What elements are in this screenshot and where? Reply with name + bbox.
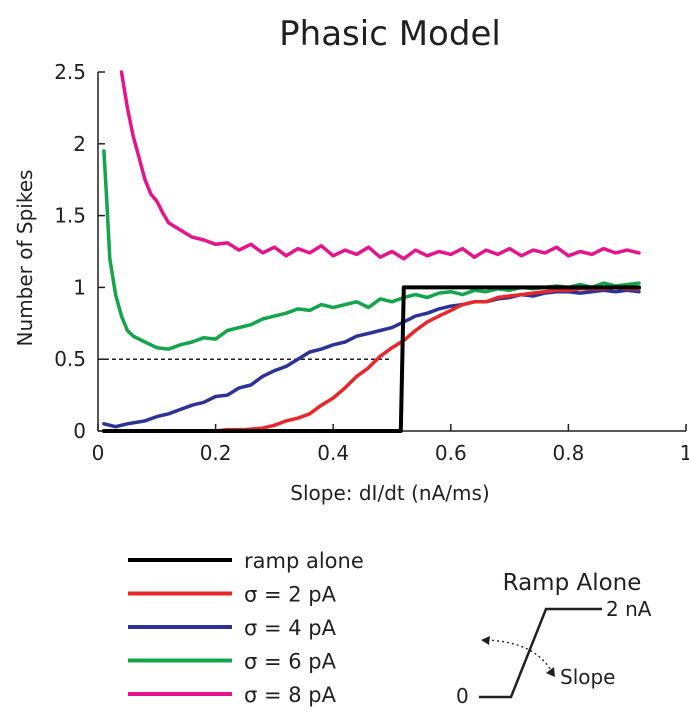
- series-line-4: [119, 70, 641, 261]
- series-line-0: [101, 285, 641, 433]
- ramp-inset: Ramp Alone 2 nA 0 Slope: [456, 570, 652, 708]
- legend: ramp alone σ = 2 pA σ = 4 pA σ = 6 pA σ = 8 …: [128, 549, 364, 707]
- y-tick-label: 0: [73, 419, 86, 443]
- y-tick-label: 0.5: [54, 347, 86, 371]
- y-tick-label: 1: [73, 275, 86, 299]
- legend-label: σ = 8 pA: [244, 683, 337, 707]
- inset-top-label: 2 nA: [606, 597, 652, 621]
- plot-area: 0 0.2 0.4 0.6 0.8 1 0 0.5 1 1.5 2 2.5: [54, 60, 689, 465]
- legend-label: σ = 6 pA: [244, 650, 337, 674]
- x-tick-label: 1: [680, 441, 689, 465]
- y-tick-label: 2: [73, 132, 86, 156]
- chart-title: Phasic Model: [279, 14, 501, 54]
- x-tick-label: 0.2: [200, 441, 232, 465]
- legend-label: σ = 4 pA: [244, 616, 337, 640]
- x-tick-label: 0.4: [317, 441, 349, 465]
- x-tick-label: 0.8: [552, 441, 584, 465]
- x-axis-label: Slope: dI/dt (nA/ms): [290, 481, 489, 505]
- series-line-1: [102, 285, 641, 433]
- inset-bottom-label: 0: [456, 684, 469, 708]
- legend-label: ramp alone: [244, 549, 364, 573]
- inset-ramp-trace: [479, 607, 602, 699]
- inset-slope-label: Slope: [560, 665, 616, 689]
- y-tick-label: 2.5: [54, 60, 86, 84]
- y-tick-label: 1.5: [54, 204, 86, 228]
- y-axis-label: Number of Spikes: [13, 170, 37, 347]
- inset-arrow-left-icon: [481, 636, 490, 645]
- inset-title: Ramp Alone: [503, 570, 642, 596]
- inset-slope-arc: [486, 639, 553, 673]
- x-tick-label: 0.6: [435, 441, 467, 465]
- legend-label: σ = 2 pA: [244, 583, 337, 607]
- inset-arrow-right-icon: [546, 667, 555, 677]
- x-tick-label: 0: [92, 441, 105, 465]
